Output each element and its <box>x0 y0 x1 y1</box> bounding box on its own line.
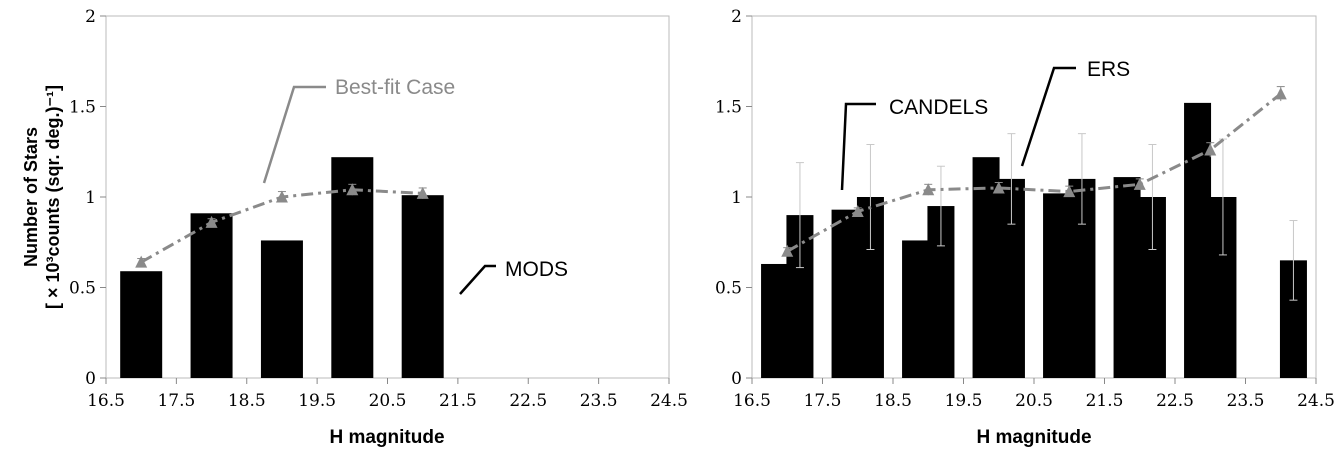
candels-callout-line <box>840 102 876 191</box>
right-best-fit-marker <box>992 181 1005 194</box>
right-best-fit-marker <box>781 244 794 257</box>
right-x-tick-label: 21.5 <box>1086 391 1124 411</box>
right-x-tick-label: 19.5 <box>945 391 983 411</box>
right-x-tick-label: 17.5 <box>804 391 842 411</box>
right-x-tick-label: 23.5 <box>1227 391 1265 411</box>
left-y-tick-label: 0.5 <box>69 279 96 299</box>
left-x-axis-title: H magnitude <box>329 427 444 448</box>
left-x-tick-label: 22.5 <box>509 391 547 411</box>
left-bar <box>260 240 303 378</box>
right-y-tick-label: 1.5 <box>715 98 742 118</box>
left-x-tick-label: 18.5 <box>228 391 266 411</box>
left-x-ticks: 16.5 17.5 18.5 19.5 20.5 21.5 22.5 23.5 24.5 <box>87 378 688 411</box>
right-x-tick-label: 20.5 <box>1015 391 1053 411</box>
left-x-tick-label: 20.5 <box>369 391 407 411</box>
left-x-tick-label: 17.5 <box>157 391 195 411</box>
left-x-tick-label: 21.5 <box>439 391 477 411</box>
right-bar <box>1113 177 1141 378</box>
right-best-fit-marker <box>1204 143 1217 156</box>
left-bar <box>120 271 163 378</box>
left-plot-frame <box>105 15 670 379</box>
left-x-tick-label: 19.5 <box>298 391 336 411</box>
right-best-fit-marker <box>1274 87 1287 100</box>
ers-annotation: ERS <box>1087 58 1130 81</box>
right-x-tick-label: 22.5 <box>1156 391 1194 411</box>
right-y-ticks: 0 0.5 1 1.5 2 <box>715 7 752 389</box>
left-y-tick-label: 2 <box>85 7 96 27</box>
right-x-tick-label: 16.5 <box>733 391 771 411</box>
right-x-ticks: 16.5 17.5 18.5 19.5 20.5 21.5 22.5 23.5 24.5 <box>733 378 1335 411</box>
left-best-fit-marker <box>275 190 288 203</box>
right-bar <box>1184 102 1212 378</box>
left-y-axis-title-line2: [ × 10³counts (sqr. deg.)⁻¹] <box>43 85 63 309</box>
left-best-fit-marker <box>416 186 429 199</box>
right-x-tick-label: 18.5 <box>874 391 912 411</box>
right-bars <box>761 102 1307 378</box>
right-panel: 0 0.5 1 1.5 2 16.5 17.5 18.5 19.5 20.5 21.5 22.5 23… <box>715 7 1335 448</box>
left-y-ticks: 0 0.5 1 1.5 2 <box>69 7 106 389</box>
best-fit-callout-line <box>262 85 326 184</box>
right-best-fit-marker <box>1063 185 1076 198</box>
best-fit-annotation: Best-fit Case <box>335 76 455 99</box>
right-bar <box>761 263 789 378</box>
left-best-fit-marker <box>346 183 359 196</box>
right-y-tick-label: 2 <box>731 7 742 27</box>
left-y-tick-label: 0 <box>85 369 96 389</box>
right-y-tick-label: 1 <box>731 188 742 208</box>
left-best-fit-line <box>135 183 429 268</box>
left-x-tick-label: 16.5 <box>87 391 125 411</box>
candels-annotation: CANDELS <box>889 96 988 119</box>
left-panel: 0 0.5 1 1.5 2 16.5 17.5 18.5 19.5 20.5 21.5 22.5 23… <box>21 7 688 448</box>
left-best-fit-marker <box>135 255 148 268</box>
right-bar <box>972 157 1000 378</box>
left-y-axis-title-group: Number of Stars [ × 10³counts (sqr. deg.… <box>21 85 63 309</box>
left-y-tick-label: 1.5 <box>69 98 96 118</box>
right-best-fit-line <box>781 86 1287 257</box>
right-best-fit-marker <box>1133 177 1146 190</box>
mods-callout-line <box>459 264 496 295</box>
left-bar <box>190 213 233 378</box>
right-x-axis-title: H magnitude <box>976 427 1091 448</box>
right-best-fit-marker <box>851 204 864 217</box>
right-best-fit-polyline <box>786 92 1282 253</box>
left-y-tick-label: 1 <box>85 188 96 208</box>
right-y-tick-label: 0 <box>731 369 742 389</box>
left-x-tick-label: 23.5 <box>580 391 618 411</box>
right-bar <box>902 240 930 378</box>
left-best-fit-marker <box>205 215 218 228</box>
right-x-tick-label: 24.5 <box>1297 391 1335 411</box>
right-best-fit-marker <box>922 183 935 196</box>
ers-callout-line <box>1020 66 1076 167</box>
left-bars <box>120 157 444 378</box>
right-bar <box>1043 193 1071 378</box>
left-x-tick-label: 24.5 <box>650 391 688 411</box>
left-y-axis-title: Number of Stars <box>21 127 41 267</box>
right-y-tick-label: 0.5 <box>715 279 742 299</box>
right-bar <box>831 209 859 378</box>
left-bar <box>401 195 444 378</box>
mods-annotation: MODS <box>505 258 568 281</box>
